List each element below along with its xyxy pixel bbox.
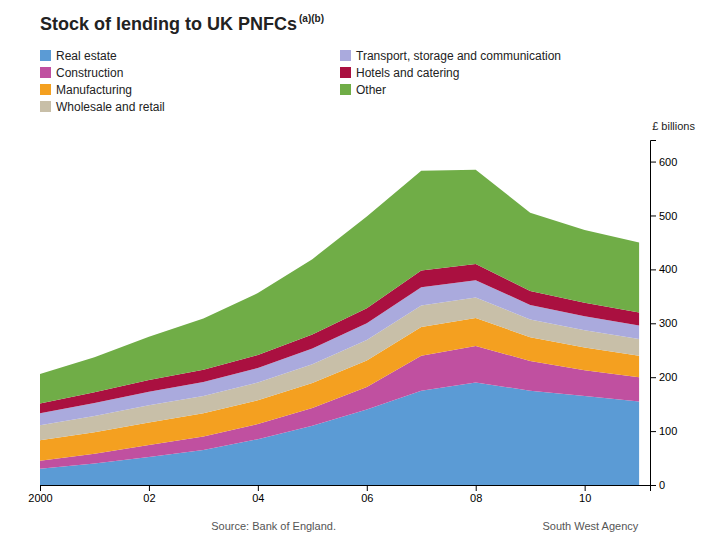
x-tick-mark bbox=[476, 485, 477, 491]
legend-swatch bbox=[340, 84, 351, 95]
legend-item: Construction bbox=[40, 66, 123, 80]
y-axis: 0 100 200 300 400 500 600 bbox=[650, 141, 677, 492]
legend-swatch bbox=[40, 50, 51, 61]
legend-swatch bbox=[340, 67, 351, 78]
y-tick-label: 300 bbox=[659, 317, 677, 329]
x-tick-label: 02 bbox=[143, 492, 155, 504]
legend-swatch bbox=[40, 101, 51, 112]
y-axis-title: £ billions bbox=[652, 120, 695, 132]
title-superscript: (a)(b) bbox=[299, 13, 324, 24]
x-tick-label: 04 bbox=[252, 492, 264, 504]
title: Stock of lending to UK PNFCs bbox=[40, 14, 297, 34]
y-tick-label: 100 bbox=[659, 425, 677, 437]
plot-area bbox=[40, 170, 639, 485]
y-tick: 0 bbox=[650, 479, 665, 491]
y-tick: 200 bbox=[650, 371, 677, 383]
legend-item: Hotels and catering bbox=[340, 66, 459, 80]
legend-label: Other bbox=[356, 83, 386, 97]
x-tick-label: 2000 bbox=[28, 492, 52, 504]
x-tick-label: 10 bbox=[579, 492, 591, 504]
y-tick-label: 200 bbox=[659, 371, 677, 383]
x-tick: 02 bbox=[143, 485, 155, 504]
legend-item: Manufacturing bbox=[40, 83, 132, 97]
y-tick: 500 bbox=[650, 209, 677, 221]
y-tick-mark bbox=[650, 323, 656, 324]
area bbox=[40, 170, 639, 404]
y-tick: 300 bbox=[650, 317, 677, 329]
x-tick: 08 bbox=[470, 485, 482, 504]
y-tick-mark bbox=[650, 269, 656, 270]
legend-swatch bbox=[40, 84, 51, 95]
x-tick-mark bbox=[367, 485, 368, 491]
y-tick: 100 bbox=[650, 425, 677, 437]
x-tick-mark bbox=[40, 485, 41, 491]
x-axis-line bbox=[41, 486, 651, 492]
x-axis: 2000 02 04 06 08 10 bbox=[28, 485, 650, 504]
legend-swatch bbox=[40, 67, 51, 78]
source: Source: Bank of England. bbox=[211, 520, 336, 532]
y-tick-label: 600 bbox=[659, 156, 677, 168]
x-tick-label: 08 bbox=[470, 492, 482, 504]
y-axis-line bbox=[651, 141, 657, 486]
y-tick-label: 400 bbox=[659, 263, 677, 275]
y-tick-mark bbox=[650, 431, 656, 432]
x-tick-mark bbox=[585, 485, 586, 491]
legend-label: Construction bbox=[56, 66, 123, 80]
legend-label: Transport, storage and communication bbox=[356, 49, 561, 63]
legend-item: Wholesale and retail bbox=[40, 100, 165, 114]
legend-label: Wholesale and retail bbox=[56, 100, 165, 114]
legend-item: Other bbox=[340, 83, 386, 97]
legend-label: Manufacturing bbox=[56, 83, 132, 97]
legend-label: Real estate bbox=[56, 49, 117, 63]
y-tick-label: 500 bbox=[659, 209, 677, 221]
chart: Stock of lending to UK PNFCs(a)(b) Source… bbox=[0, 0, 720, 540]
x-tick: 04 bbox=[252, 485, 264, 504]
y-tick: 400 bbox=[650, 263, 677, 275]
y-tick-mark bbox=[650, 162, 656, 163]
y-tick-label: 0 bbox=[659, 479, 665, 491]
x-tick: 10 bbox=[579, 485, 591, 504]
y-tick: 600 bbox=[650, 156, 677, 168]
y-tick-mark bbox=[650, 377, 656, 378]
x-tick-label: 06 bbox=[361, 492, 373, 504]
x-tick: 2000 bbox=[28, 485, 52, 504]
legend-swatch bbox=[340, 50, 351, 61]
y-tick-mark bbox=[650, 485, 656, 486]
x-tick-mark bbox=[149, 485, 150, 491]
agency: South West Agency bbox=[542, 520, 638, 532]
y-tick-mark bbox=[650, 215, 656, 216]
legend-item: Transport, storage and communication bbox=[340, 49, 561, 63]
legend-item: Real estate bbox=[40, 49, 117, 63]
legend: Real estate Construction Manufacturing Whol… bbox=[40, 49, 561, 114]
x-tick: 06 bbox=[361, 485, 373, 504]
legend-label: Hotels and catering bbox=[356, 66, 459, 80]
x-tick-mark bbox=[258, 485, 259, 491]
